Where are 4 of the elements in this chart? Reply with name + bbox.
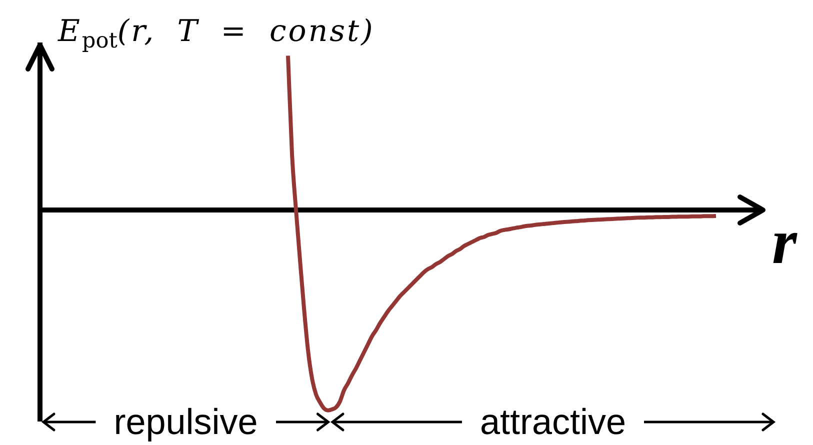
annotation: attractive bbox=[480, 400, 626, 442]
annotation: repulsive bbox=[114, 400, 258, 442]
y-axis-title: E$_{pot}$(r, T = const) bbox=[58, 14, 375, 54]
x-axis-title: r bbox=[772, 206, 797, 277]
